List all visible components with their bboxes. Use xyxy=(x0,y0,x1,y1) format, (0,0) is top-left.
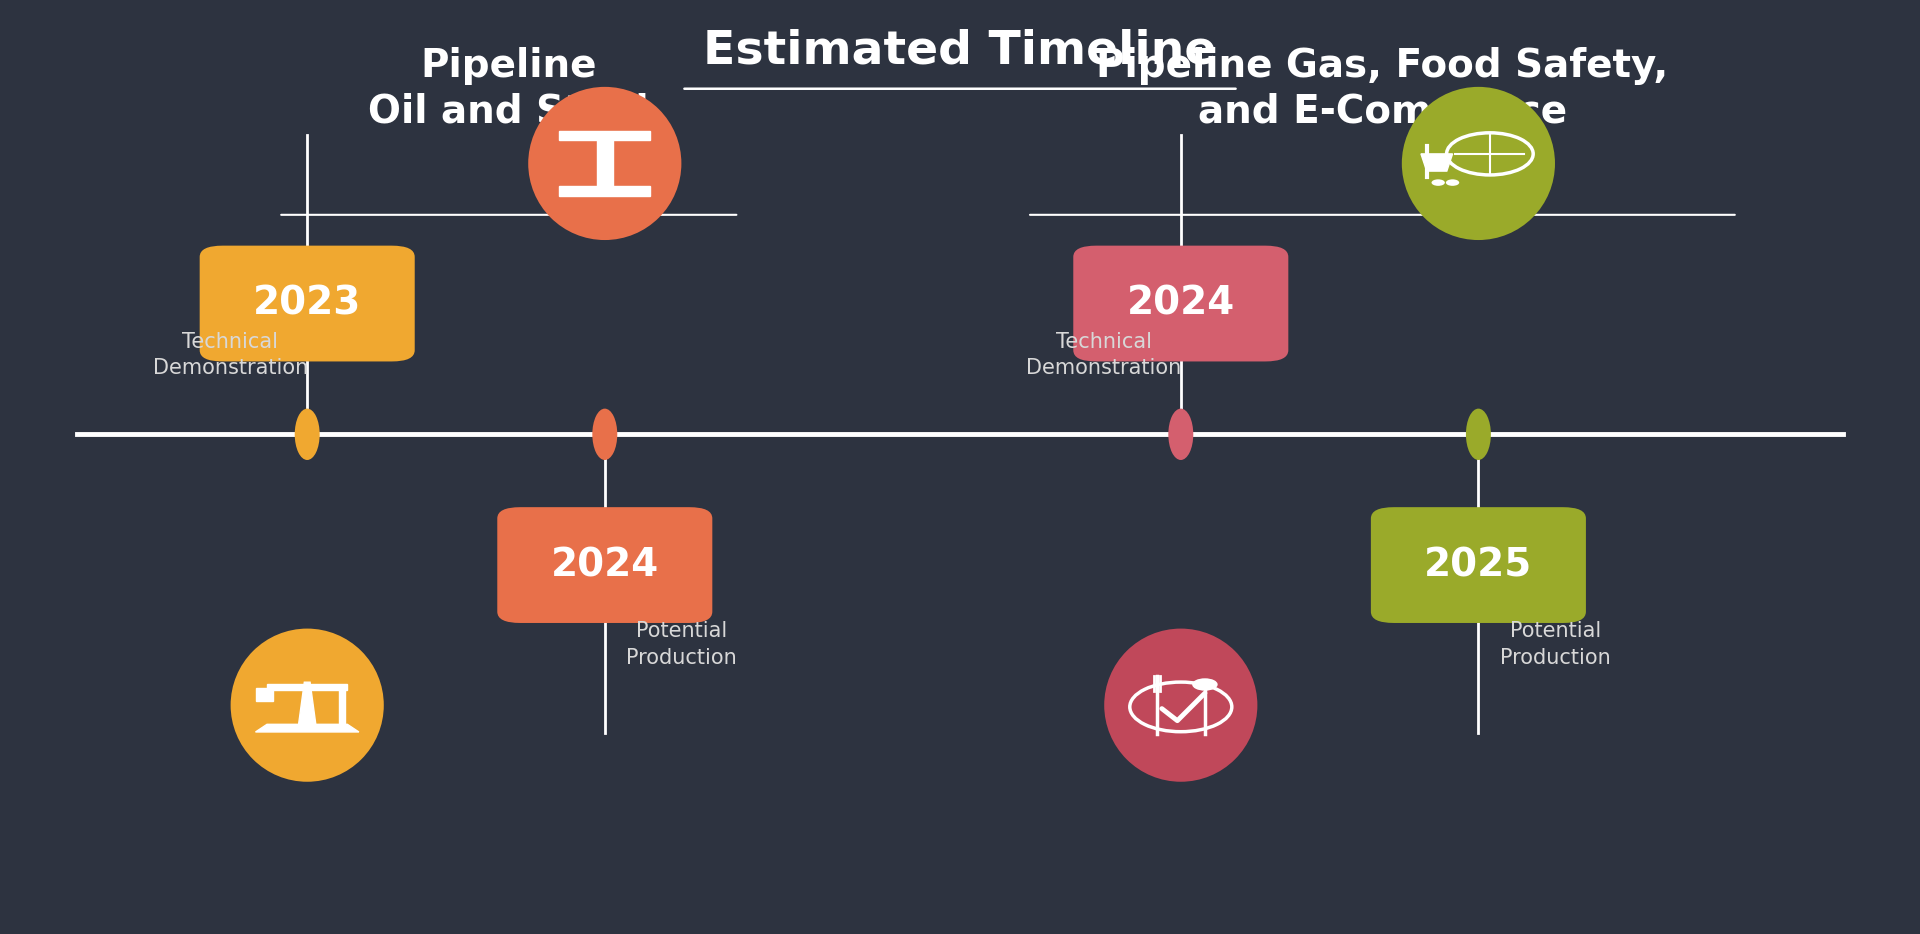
Text: Potential
Production: Potential Production xyxy=(1500,621,1611,668)
Polygon shape xyxy=(255,688,273,701)
Text: Estimated Timeline: Estimated Timeline xyxy=(703,28,1217,73)
Text: 2023: 2023 xyxy=(253,285,361,322)
FancyBboxPatch shape xyxy=(1371,507,1586,623)
Polygon shape xyxy=(300,682,315,725)
Text: 2024: 2024 xyxy=(551,546,659,584)
Text: Technical
Demonstration: Technical Demonstration xyxy=(1027,332,1181,378)
Text: Technical
Demonstration: Technical Demonstration xyxy=(154,332,307,378)
Ellipse shape xyxy=(1402,87,1555,240)
Circle shape xyxy=(1432,179,1446,186)
Polygon shape xyxy=(267,684,348,690)
Ellipse shape xyxy=(1467,409,1492,460)
Ellipse shape xyxy=(591,409,618,460)
FancyBboxPatch shape xyxy=(497,507,712,623)
Circle shape xyxy=(1446,179,1459,186)
Ellipse shape xyxy=(1167,409,1192,460)
Ellipse shape xyxy=(230,629,384,782)
FancyBboxPatch shape xyxy=(200,246,415,361)
Ellipse shape xyxy=(528,87,682,240)
Text: Pipeline
Oil and Steel: Pipeline Oil and Steel xyxy=(369,47,649,130)
Text: Pipeline Gas, Food Safety,
and E-Commerce: Pipeline Gas, Food Safety, and E-Commerc… xyxy=(1096,47,1668,130)
Text: 2024: 2024 xyxy=(1127,285,1235,322)
FancyBboxPatch shape xyxy=(1073,246,1288,361)
Text: Potential
Production: Potential Production xyxy=(626,621,737,668)
Ellipse shape xyxy=(1104,629,1258,782)
Ellipse shape xyxy=(294,409,319,460)
Circle shape xyxy=(1192,678,1217,691)
Polygon shape xyxy=(559,187,651,196)
Polygon shape xyxy=(255,725,359,732)
Polygon shape xyxy=(597,140,612,187)
Polygon shape xyxy=(559,131,651,140)
Text: 2025: 2025 xyxy=(1425,546,1532,584)
Polygon shape xyxy=(338,690,344,725)
Polygon shape xyxy=(1421,154,1453,171)
